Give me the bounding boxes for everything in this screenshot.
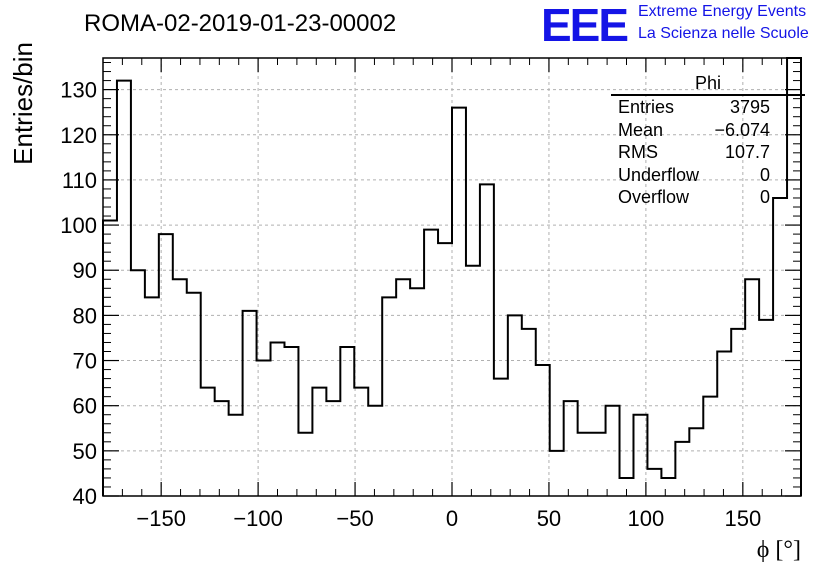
stats-row-overflow: Overflow 0	[611, 186, 805, 209]
chart-title: ROMA-02-2019-01-23-00002	[84, 10, 397, 37]
eee-logo: EEE	[541, 0, 629, 51]
stats-value: 3795	[729, 97, 770, 117]
stats-title: Phi	[611, 74, 805, 96]
stats-box: Phi Entries 3795 Mean −6.074 RMS 107.7 U…	[611, 74, 805, 209]
y-tick-label: 90	[73, 258, 97, 283]
x-axis-ticks: −150 −100 −50 0 50 100 150	[121, 58, 783, 531]
y-tick-label: 120	[60, 123, 97, 148]
x-tick-label: 100	[628, 506, 665, 531]
logo-line-2: La Scienza nelle Scuole	[638, 25, 809, 42]
stats-row-underflow: Underflow 0	[611, 164, 805, 187]
stats-value: 0	[759, 187, 770, 207]
stats-value: −6.074	[714, 119, 770, 140]
plot-frame	[102, 57, 802, 497]
y-tick-label: 130	[60, 78, 97, 103]
y-tick-label: 50	[73, 439, 97, 464]
y-tick-label: 60	[73, 394, 97, 419]
y-tick-label: 110	[62, 168, 97, 193]
stats-label: Underflow	[618, 164, 700, 185]
x-tick-label: −50	[336, 506, 373, 531]
y-tick-label: 80	[73, 303, 97, 328]
y-tick-label: 100	[60, 213, 97, 238]
stats-label: RMS	[618, 142, 658, 162]
stats-label: Mean	[618, 119, 664, 140]
stats-label: Overflow	[618, 187, 690, 207]
stats-value: 107.7	[724, 142, 770, 162]
stats-row-mean: Mean −6.074	[611, 119, 805, 142]
y-tick-label: 40	[73, 484, 97, 509]
histogram-line	[102, 57, 802, 496]
stats-row-entries: Entries 3795	[611, 96, 805, 119]
stats-row-rms: RMS 107.7	[611, 141, 805, 164]
x-tick-label: −100	[233, 506, 283, 531]
x-tick-label: 0	[446, 506, 458, 531]
x-tick-label: 150	[724, 506, 761, 531]
y-axis-label: Entries/bin	[8, 42, 38, 165]
x-axis-label: ϕ [°]	[757, 537, 801, 563]
logo-line-1: Extreme Energy Events	[638, 3, 807, 20]
stats-label: Entries	[618, 97, 675, 117]
y-tick-label: 70	[73, 349, 97, 374]
x-tick-label: −150	[136, 506, 186, 531]
stats-value: 0	[759, 164, 770, 185]
x-tick-label: 50	[537, 506, 561, 531]
